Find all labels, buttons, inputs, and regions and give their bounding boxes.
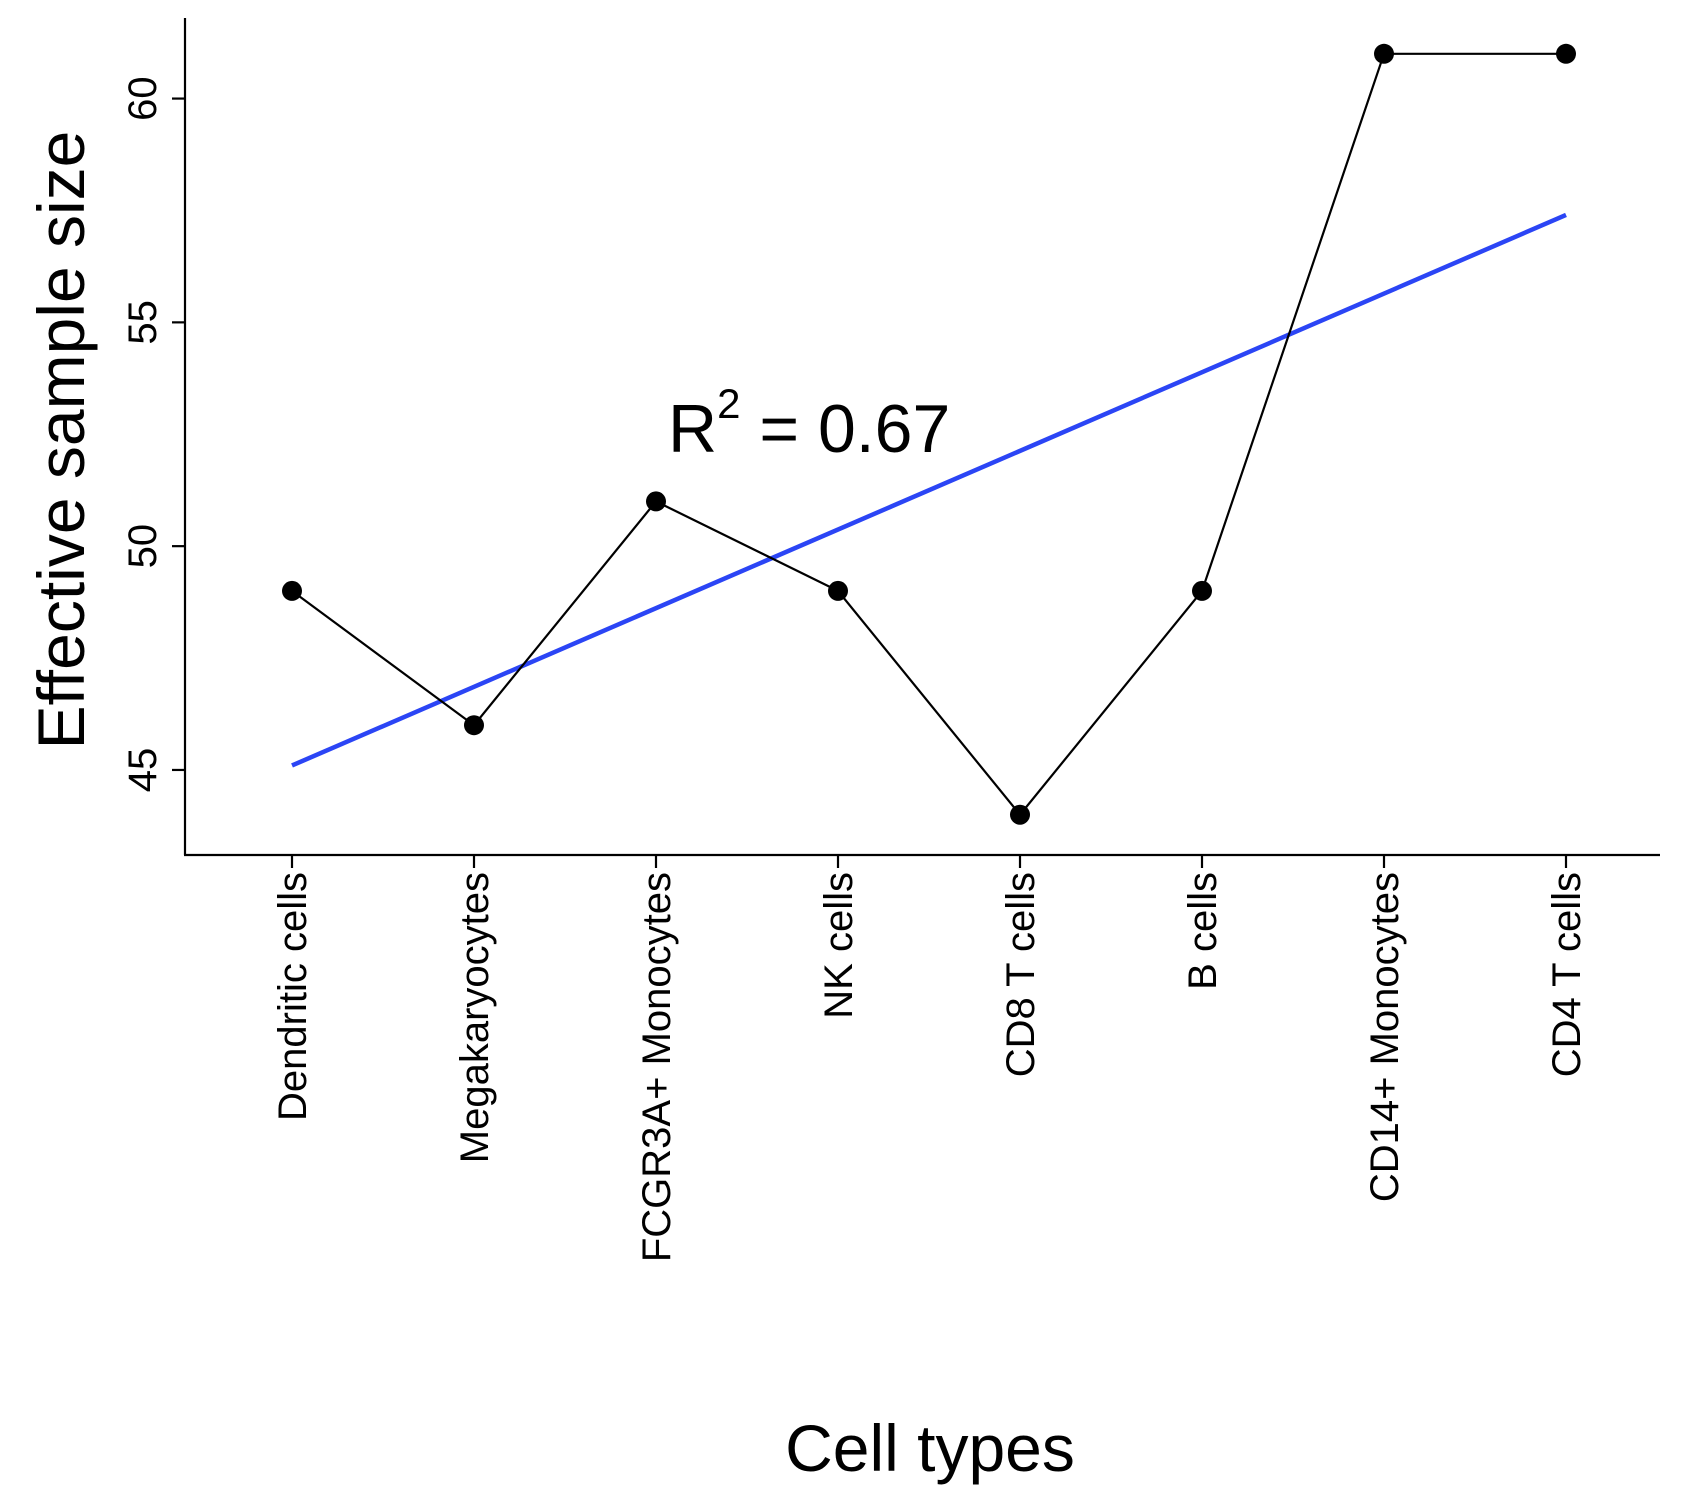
y-ticks: 45 50 55 60 (121, 76, 185, 792)
series-group (282, 43, 1576, 825)
trendline (291, 212, 1567, 768)
x-ticks: Dendritic cells Megakaryocytes FCGR3A+ Mon… (271, 855, 1589, 1262)
data-point (1556, 43, 1576, 64)
x-tick-label: CD14+ Monocytes (1363, 872, 1407, 1202)
data-point (828, 580, 848, 601)
x-tick-label: Megakaryocytes (453, 872, 497, 1163)
r-squared-annotation: R2 = 0.67 (668, 380, 950, 467)
data-point (1010, 804, 1030, 825)
y-tick-label: 55 (121, 300, 165, 345)
axes (183, 18, 1660, 857)
r-squared-superscript: 2 (717, 380, 740, 427)
r-squared-value: = 0.67 (740, 391, 950, 467)
series-line (291, 52, 1566, 817)
trendline-group (291, 212, 1567, 768)
r-squared-prefix: R (668, 391, 717, 467)
x-axis-title: Cell types (785, 1411, 1075, 1485)
data-point (1192, 580, 1212, 601)
data-point (282, 580, 302, 601)
y-tick-label: 45 (121, 748, 165, 793)
x-tick-label: CD8 T cells (999, 872, 1043, 1077)
data-point (464, 715, 484, 736)
x-tick-label: FCGR3A+ Monocytes (635, 872, 679, 1262)
x-tick-label: Dendritic cells (271, 872, 315, 1121)
x-tick-label: B cells (1181, 872, 1225, 990)
x-tick-label: CD4 T cells (1545, 872, 1589, 1077)
data-point (1374, 43, 1394, 64)
y-axis-title: Effective sample size (24, 131, 98, 750)
x-tick-label: NK cells (817, 872, 861, 1019)
y-tick-label: 60 (121, 76, 165, 121)
data-point (646, 491, 666, 512)
y-tick-label: 50 (121, 524, 165, 569)
